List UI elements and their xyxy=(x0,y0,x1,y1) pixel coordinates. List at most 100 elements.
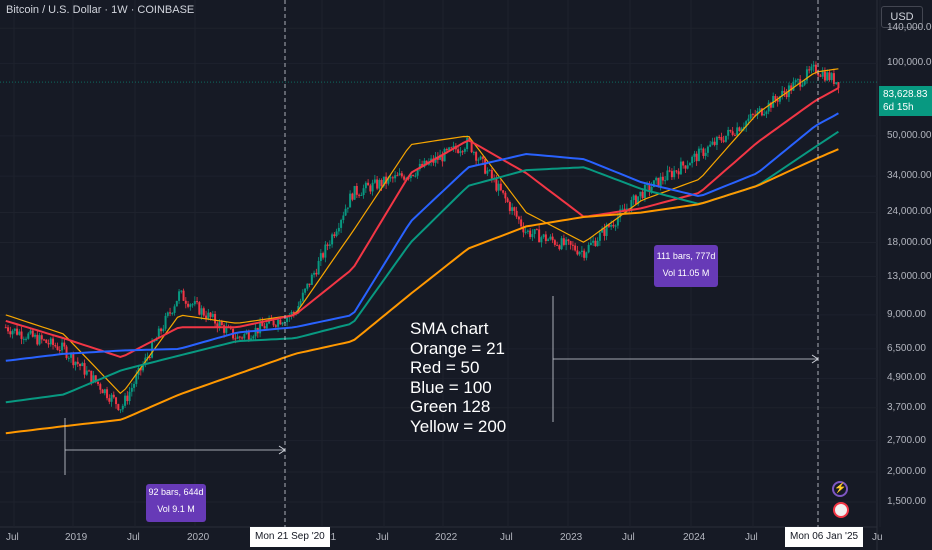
candle-body xyxy=(785,92,788,98)
candle-body xyxy=(637,196,640,205)
candle-body xyxy=(664,180,667,182)
candle-body xyxy=(79,363,82,367)
last-price-label: 83,628.83 6d 15h xyxy=(879,86,932,116)
measure-info-bars-2: 111 bars, 777d xyxy=(656,251,716,261)
candle-body xyxy=(81,363,84,367)
measure-info-box-1[interactable]: 92 bars, 644d Vol 9.1 M xyxy=(146,484,206,522)
candle-body xyxy=(801,84,804,87)
candle-body xyxy=(562,238,565,245)
candle-body xyxy=(747,118,750,122)
candle-body xyxy=(169,312,172,314)
crosshair-date-end: Mon 06 Jan '25 xyxy=(785,527,864,547)
candle-body xyxy=(412,174,415,176)
candle-body xyxy=(778,96,781,102)
candle-body xyxy=(218,321,221,328)
candle-body xyxy=(106,389,109,399)
candle-body xyxy=(731,131,734,135)
candle-body xyxy=(65,346,68,359)
candle-body xyxy=(292,311,295,314)
candle-body xyxy=(430,158,433,162)
candle-body xyxy=(495,178,498,191)
candle-body xyxy=(765,111,768,114)
candle-body xyxy=(538,229,541,243)
candle-body xyxy=(362,188,365,196)
candle-body xyxy=(94,375,97,382)
countdown-value: 6d 15h xyxy=(883,102,914,113)
x-tick-label: 2023 xyxy=(560,532,583,543)
candle-body xyxy=(358,194,361,196)
us-flag-icon[interactable] xyxy=(833,502,849,518)
candle-body xyxy=(704,152,707,156)
candle-body xyxy=(529,230,532,238)
candle-body xyxy=(535,229,538,231)
candle-body xyxy=(272,320,275,326)
candle-body xyxy=(675,170,678,172)
candle-body xyxy=(418,163,421,170)
candle-body xyxy=(364,182,367,189)
candle-body xyxy=(544,234,547,242)
candle-body xyxy=(443,149,446,162)
measure-arrowhead-2 xyxy=(811,354,819,364)
candle-body xyxy=(310,274,313,285)
candle-body xyxy=(322,253,325,258)
candle-body xyxy=(794,80,797,83)
candle-body xyxy=(484,158,487,174)
candle-body xyxy=(88,370,91,372)
candle-body xyxy=(139,368,142,371)
x-tick-label: 2019 xyxy=(65,532,88,543)
sma-text-line: Red = 50 xyxy=(410,358,480,377)
candle-body xyxy=(25,338,28,340)
candle-body xyxy=(490,169,493,179)
candle-body xyxy=(792,82,795,91)
candle-body xyxy=(571,244,574,246)
currency-button[interactable]: USD xyxy=(881,6,923,28)
candle-body xyxy=(326,244,329,246)
candle-body xyxy=(560,238,563,250)
candle-body xyxy=(56,346,59,350)
candle-body xyxy=(247,332,250,340)
candle-body xyxy=(108,398,111,402)
candle-body xyxy=(639,191,642,197)
candle-body xyxy=(286,317,289,323)
sma-text-line: SMA chart xyxy=(410,319,489,338)
candle-body xyxy=(578,251,581,255)
candle-body xyxy=(819,75,822,77)
candle-body xyxy=(103,389,106,394)
candle-body xyxy=(175,300,178,307)
candle-body xyxy=(542,234,545,238)
measure-info-bars-1: 92 bars, 644d xyxy=(148,487,204,497)
candle-body xyxy=(376,179,379,189)
measure-info-box-2[interactable]: 111 bars, 777d Vol 11.05 M xyxy=(654,245,718,287)
candle-body xyxy=(686,165,689,169)
candle-body xyxy=(796,79,799,81)
measure-info-vol-2: Vol 11.05 M xyxy=(662,268,710,278)
candle-body xyxy=(659,176,662,187)
candle-body xyxy=(148,357,151,359)
candle-body xyxy=(585,252,588,258)
candle-body xyxy=(211,314,214,317)
candle-body xyxy=(344,208,347,216)
candle-body xyxy=(4,327,7,329)
candle-body xyxy=(715,136,718,145)
candle-body xyxy=(409,174,412,178)
candle-body xyxy=(124,395,127,406)
candle-body xyxy=(308,283,311,285)
candle-body xyxy=(830,73,833,80)
candle-body xyxy=(641,191,644,199)
candle-body xyxy=(36,334,39,345)
candle-body xyxy=(763,113,766,116)
candle-body xyxy=(189,304,192,307)
candle-body xyxy=(182,290,185,301)
y-tick-label: 24,000.00 xyxy=(887,206,932,218)
candle-body xyxy=(319,253,322,262)
candle-body xyxy=(790,85,793,91)
lightning-icon[interactable]: ⚡ xyxy=(832,481,848,497)
candle-body xyxy=(58,349,61,351)
candle-body xyxy=(450,147,453,149)
candle-body xyxy=(306,283,309,289)
candle-body xyxy=(245,332,248,335)
candle-body xyxy=(112,394,115,398)
candle-body xyxy=(403,176,406,180)
